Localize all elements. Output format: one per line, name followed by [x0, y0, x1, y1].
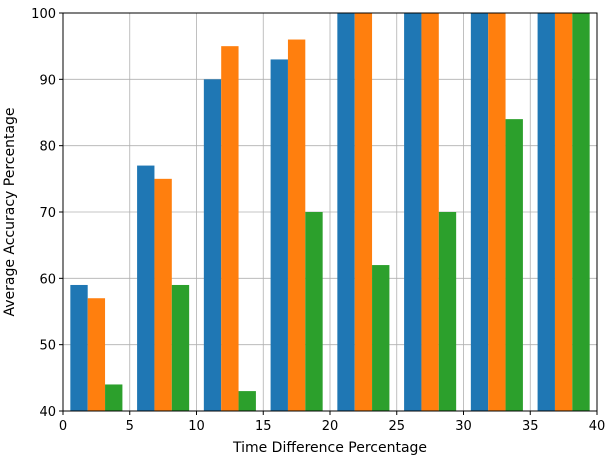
bar-series-2-x-2.5 — [87, 298, 106, 411]
y-tick-label: 50 — [39, 339, 56, 354]
bar-series-3-x-37.5 — [572, 13, 590, 411]
x-tick-label: 20 — [322, 419, 339, 434]
bar-series-2-x-32.5 — [488, 13, 506, 411]
bar-series-3-x-2.5 — [105, 384, 123, 411]
y-tick-label: 60 — [39, 272, 56, 287]
x-tick-label: 30 — [455, 419, 472, 434]
bar-series-1-x-32.5 — [470, 13, 489, 411]
y-axis-label: Average Accuracy Percentage — [2, 107, 18, 316]
bar-series-1-x-22.5 — [337, 13, 355, 411]
x-tick-label: 15 — [255, 419, 272, 434]
bar-series-1-x-27.5 — [404, 13, 422, 411]
bar-series-2-x-37.5 — [554, 13, 573, 411]
bar-series-3-x-12.5 — [238, 391, 256, 411]
bar-series-2-x-22.5 — [354, 13, 373, 411]
y-tick-label: 80 — [39, 140, 56, 155]
bar-series-3-x-7.5 — [171, 284, 190, 411]
bar-series-1-x-7.5 — [137, 165, 155, 411]
x-tick-label: 35 — [522, 419, 539, 434]
bar-series-1-x-12.5 — [203, 79, 222, 411]
ticks: 0 5 10 15 20 25 30 35 40 40 50 60 70 80 90 100 — [31, 7, 605, 434]
x-tick-label: 25 — [388, 419, 405, 434]
bar-series-2-x-17.5 — [287, 39, 306, 412]
x-tick-label: 0 — [59, 419, 67, 434]
bar-series-2-x-27.5 — [421, 13, 439, 411]
bar-series-1-x-2.5 — [70, 284, 88, 411]
bar-series-3-x-27.5 — [438, 212, 457, 411]
bar-series-2-x-12.5 — [221, 46, 239, 412]
x-tick-label: 5 — [126, 419, 134, 434]
bar-series-1-x-37.5 — [537, 13, 555, 411]
x-tick-label: 10 — [188, 419, 205, 434]
bar-series-2-x-7.5 — [154, 178, 172, 411]
x-tick-label: 40 — [589, 419, 605, 434]
bar-series-3-x-32.5 — [505, 119, 523, 411]
bars — [70, 13, 590, 412]
y-tick-label: 90 — [39, 73, 56, 88]
y-tick-label: 40 — [39, 405, 56, 420]
bar-series-1-x-17.5 — [270, 59, 288, 411]
x-axis-label: Time Difference Percentage — [232, 440, 427, 456]
bar-series-3-x-22.5 — [372, 265, 390, 411]
y-tick-label: 100 — [31, 7, 56, 22]
bar-series-3-x-17.5 — [305, 212, 323, 411]
y-tick-label: 70 — [39, 206, 56, 221]
